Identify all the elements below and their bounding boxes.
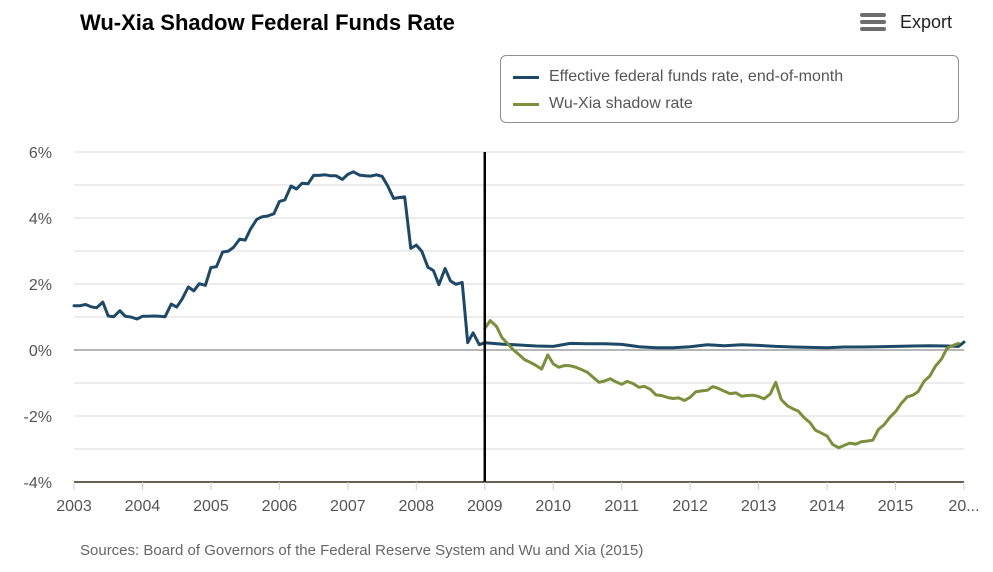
series-line-effr <box>72 170 966 350</box>
source-note: Sources: Board of Governors of the Feder… <box>80 542 644 559</box>
x-tick-label: 2014 <box>809 498 845 515</box>
y-tick-label: -4% <box>24 475 52 492</box>
x-tick-label: 2010 <box>535 498 571 515</box>
y-tick-label: 4% <box>29 211 52 228</box>
chart-title: Wu-Xia Shadow Federal Funds Rate <box>80 10 455 35</box>
y-tick-label: 6% <box>29 145 52 162</box>
export-button[interactable]: Export <box>860 9 952 35</box>
series-line-shadow <box>483 319 960 450</box>
x-tick-label: 2012 <box>672 498 708 515</box>
x-tick-label: 2009 <box>467 498 503 515</box>
x-tick-label: 2005 <box>193 498 229 515</box>
y-tick-label: -2% <box>24 409 52 426</box>
menu-icon <box>860 11 886 33</box>
legend-label-shadow: Wu-Xia shadow rate <box>549 95 693 112</box>
x-tick-label: 2015 <box>878 498 914 515</box>
legend-label-effr: Effective federal funds rate, end-of-mon… <box>549 68 844 85</box>
y-tick-label: 2% <box>29 277 52 294</box>
legend-swatch-shadow <box>513 102 539 106</box>
legend-item-shadow[interactable]: Wu-Xia shadow rate <box>513 93 693 115</box>
chart-legend: Effective federal funds rate, end-of-mon… <box>500 55 959 123</box>
x-tick-label: 2008 <box>399 498 435 515</box>
x-tick-label: 2003 <box>56 498 92 515</box>
export-label: Export <box>900 11 953 32</box>
y-tick-label: 0% <box>29 343 52 360</box>
legend-swatch-effr <box>513 75 539 79</box>
x-tick-label: 2013 <box>741 498 777 515</box>
x-tick-label: 2007 <box>330 498 366 515</box>
legend-item-effr[interactable]: Effective federal funds rate, end-of-mon… <box>513 66 843 88</box>
x-tick-label: 2004 <box>125 498 161 515</box>
x-tick-label: 2006 <box>262 498 298 515</box>
x-tick-label: 2011 <box>604 498 639 515</box>
x-tick-label: 20... <box>948 498 979 515</box>
